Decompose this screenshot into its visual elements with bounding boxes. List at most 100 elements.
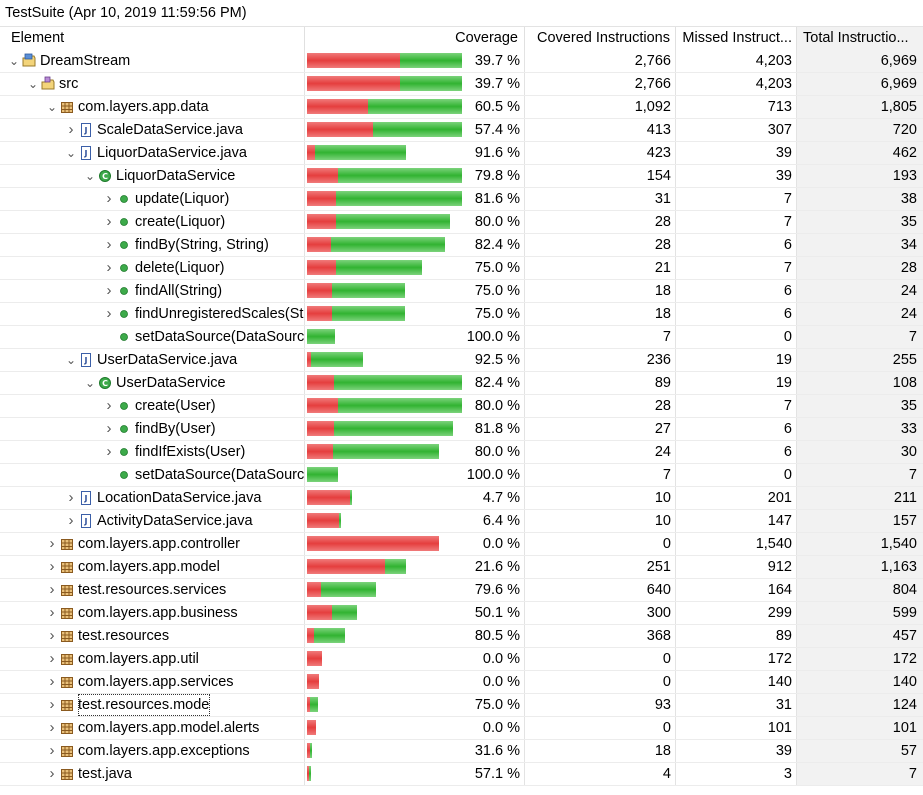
coverage-bar	[307, 191, 462, 206]
expand-chevron-icon[interactable]: ›	[49, 650, 55, 667]
element-name: LiquorDataService	[116, 168, 236, 184]
column-header-coverage[interactable]: Coverage	[305, 27, 525, 50]
package-icon	[60, 628, 74, 644]
table-row[interactable]: › com.layers.app.exceptions 31.6 % 18 39 57	[0, 740, 923, 763]
missed-bar-segment	[307, 99, 368, 114]
table-row[interactable]: ⌄ src 39.7 % 2,766 4,203 6,969	[0, 73, 923, 96]
collapse-chevron-icon[interactable]: ⌄	[8, 54, 20, 68]
table-row[interactable]: › findUnregisteredScales(String) 75.0 % 186…	[0, 303, 923, 326]
total-instructions-cell: 157	[797, 510, 923, 532]
expand-chevron-icon[interactable]: ›	[68, 489, 74, 506]
table-row[interactable]: ⌄ J UserDataService.java 92.5 % 236 19 255	[0, 349, 923, 372]
table-row[interactable]: ⌄ com.layers.app.data 60.5 % 1,092 713 1,805	[0, 96, 923, 119]
expand-chevron-icon[interactable]: ›	[49, 719, 55, 736]
element-cell: › com.layers.app.model	[0, 556, 305, 578]
missed-instructions-cell: 7	[676, 257, 797, 279]
sort-descending-icon: ⌄	[852, 29, 861, 40]
table-row[interactable]: › create(User) 80.0 % 28 7 35	[0, 395, 923, 418]
total-instructions-cell: 457	[797, 625, 923, 647]
column-header-total-instructions[interactable]: ⌄ Total Instructio...	[797, 27, 923, 50]
table-row[interactable]: ⌄ DreamStream 39.7 % 2,766 4,203 6,969	[0, 50, 923, 73]
svg-text:J: J	[84, 356, 88, 365]
total-instructions-cell: 1,163	[797, 556, 923, 578]
collapse-chevron-icon[interactable]: ⌄	[84, 169, 96, 183]
table-row[interactable]: › update(Liquor) 81.6 % 31 7 38	[0, 188, 923, 211]
table-row[interactable]: › findBy(User) 81.8 % 27 6 33	[0, 418, 923, 441]
table-row[interactable]: › com.layers.app.model.alerts 0.0 % 0 101 101	[0, 717, 923, 740]
table-row[interactable]: › create(Liquor) 80.0 % 28 7 35	[0, 211, 923, 234]
expand-chevron-icon[interactable]: ›	[68, 512, 74, 529]
table-row[interactable]: › com.layers.app.model 21.6 % 251 912 1,163	[0, 556, 923, 579]
missed-bar-segment	[307, 168, 338, 183]
table-row[interactable]: › com.layers.app.util 0.0 % 0 172 172	[0, 648, 923, 671]
expand-chevron-icon[interactable]: ›	[106, 397, 112, 414]
table-row[interactable]: › J ActivityDataService.java 6.4 % 10 147 157	[0, 510, 923, 533]
table-row[interactable]: ⌄ J LiquorDataService.java 91.6 % 423 39 462	[0, 142, 923, 165]
table-row[interactable]: › J LocationDataService.java 4.7 % 10 201 211	[0, 487, 923, 510]
element-cell: › test.java	[0, 763, 305, 785]
table-row[interactable]: › com.layers.app.services 0.0 % 0 140 140	[0, 671, 923, 694]
table-row[interactable]: setDataSource(DataSource) 100.0 % 7 0 7	[0, 326, 923, 349]
column-header-covered-instructions[interactable]: Covered Instructions	[525, 27, 676, 50]
package-icon	[60, 697, 74, 713]
table-row[interactable]: › test.java 57.1 % 4 3 7	[0, 763, 923, 786]
expand-chevron-icon[interactable]: ›	[106, 236, 112, 253]
element-name: com.layers.app.util	[78, 651, 199, 667]
covered-bar-segment	[314, 628, 345, 643]
expand-chevron-icon[interactable]: ›	[49, 673, 55, 690]
expand-chevron-icon[interactable]: ›	[49, 696, 55, 713]
column-header-element[interactable]: Element	[0, 27, 305, 50]
element-cell: › J ActivityDataService.java	[0, 510, 305, 532]
table-row[interactable]: setDataSource(DataSource) 100.0 % 7 0 7	[0, 464, 923, 487]
method-icon	[117, 329, 131, 345]
element-cell: › create(User)	[0, 395, 305, 417]
expand-chevron-icon[interactable]: ›	[49, 535, 55, 552]
expand-chevron-icon[interactable]: ›	[49, 765, 55, 782]
table-row[interactable]: › test.resources.mode 75.0 % 93 31 124	[0, 694, 923, 717]
expand-chevron-icon[interactable]: ›	[49, 627, 55, 644]
column-header-missed-instructions[interactable]: Missed Instruct...	[676, 27, 797, 50]
expand-chevron-icon[interactable]: ›	[68, 121, 74, 138]
element-name: test.resources.mode	[78, 694, 211, 716]
element-name: com.layers.app.services	[78, 674, 234, 690]
collapse-chevron-icon[interactable]: ⌄	[65, 146, 77, 160]
covered-bar-segment	[310, 743, 312, 758]
project-icon	[22, 53, 36, 69]
covered-bar-segment	[310, 697, 318, 712]
table-row[interactable]: ⌄ C UserDataService 82.4 % 89 19 108	[0, 372, 923, 395]
element-name: UserDataService	[116, 375, 226, 391]
coverage-percent: 91.6 %	[474, 145, 520, 161]
table-row[interactable]: › test.resources.services 79.6 % 640 164 804	[0, 579, 923, 602]
table-row[interactable]: › findBy(String, String) 82.4 % 28 6 34	[0, 234, 923, 257]
coverage-bar	[307, 76, 462, 91]
expand-chevron-icon[interactable]: ›	[106, 259, 112, 276]
expand-chevron-icon[interactable]: ›	[106, 443, 112, 460]
collapse-chevron-icon[interactable]: ⌄	[46, 100, 58, 114]
missed-bar-segment	[307, 605, 332, 620]
expand-chevron-icon[interactable]: ›	[49, 604, 55, 621]
expand-chevron-icon[interactable]: ›	[49, 581, 55, 598]
table-row[interactable]: › J ScaleDataService.java 57.4 % 413 307 720	[0, 119, 923, 142]
expand-chevron-icon[interactable]: ›	[106, 190, 112, 207]
table-row[interactable]: › com.layers.app.controller 0.0 % 0 1,540 1,5…	[0, 533, 923, 556]
collapse-chevron-icon[interactable]: ⌄	[27, 77, 39, 91]
table-row[interactable]: ⌄ C LiquorDataService 79.8 % 154 39 193	[0, 165, 923, 188]
total-instructions-cell: 172	[797, 648, 923, 670]
expand-chevron-icon[interactable]: ›	[49, 558, 55, 575]
collapse-chevron-icon[interactable]: ⌄	[65, 353, 77, 367]
method-icon	[117, 467, 131, 483]
expand-chevron-icon[interactable]: ›	[106, 213, 112, 230]
expand-chevron-icon[interactable]: ›	[106, 282, 112, 299]
table-row[interactable]: › test.resources 80.5 % 368 89 457	[0, 625, 923, 648]
expand-chevron-icon[interactable]: ›	[106, 420, 112, 437]
expand-chevron-icon[interactable]: ›	[106, 305, 112, 322]
table-row[interactable]: › findIfExists(User) 80.0 % 24 6 30	[0, 441, 923, 464]
table-row[interactable]: › findAll(String) 75.0 % 18 6 24	[0, 280, 923, 303]
table-row[interactable]: › delete(Liquor) 75.0 % 21 7 28	[0, 257, 923, 280]
total-instructions-cell: 35	[797, 211, 923, 233]
table-row[interactable]: › com.layers.app.business 50.1 % 300 299 599	[0, 602, 923, 625]
element-cell: › delete(Liquor)	[0, 257, 305, 279]
expand-chevron-icon[interactable]: ›	[49, 742, 55, 759]
collapse-chevron-icon[interactable]: ⌄	[84, 376, 96, 390]
covered-instructions-cell: 236	[525, 349, 676, 371]
